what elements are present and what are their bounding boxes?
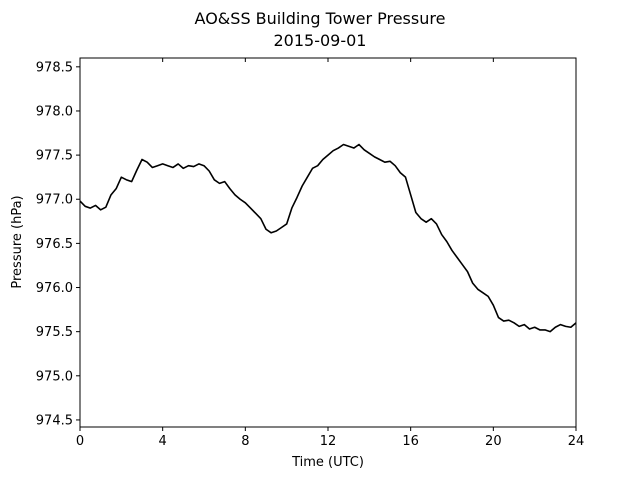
x-tick-label: 16 <box>402 434 419 449</box>
chart-title: AO&SS Building Tower Pressure <box>195 9 446 28</box>
x-tick-label: 0 <box>76 434 84 449</box>
x-axis: 0 4 8 12 16 20 24 <box>76 58 584 449</box>
x-tick-label: 20 <box>485 434 502 449</box>
x-tick-label: 8 <box>241 434 249 449</box>
plot-area: 0 4 8 12 16 20 24 974.5 975.0 975.5 976.0 976.5 977… <box>36 57 584 449</box>
chart-subtitle: 2015-09-01 <box>274 31 367 50</box>
y-tick-label: 975.5 <box>36 325 73 340</box>
x-tick-label: 12 <box>320 434 337 449</box>
y-axis: 974.5 975.0 975.5 976.0 976.5 977.0 977.5 978.0… <box>36 60 80 428</box>
y-tick-label: 976.5 <box>36 237 73 252</box>
y-tick-label: 976.0 <box>36 281 73 296</box>
y-tick-label: 977.5 <box>36 149 73 164</box>
pressure-series-line <box>79 143 577 333</box>
y-tick-label: 977.0 <box>36 193 73 208</box>
plot-frame <box>79 57 577 428</box>
y-axis-label: Pressure (hPa) <box>10 195 25 288</box>
y-tick-label: 974.5 <box>36 413 73 428</box>
x-tick-label: 4 <box>159 434 167 449</box>
x-axis-label: Time (UTC) <box>291 455 364 470</box>
y-tick-label: 975.0 <box>36 369 73 384</box>
y-tick-label: 978.5 <box>36 60 73 75</box>
y-tick-label: 978.0 <box>36 104 73 119</box>
x-tick-label: 24 <box>568 434 585 449</box>
